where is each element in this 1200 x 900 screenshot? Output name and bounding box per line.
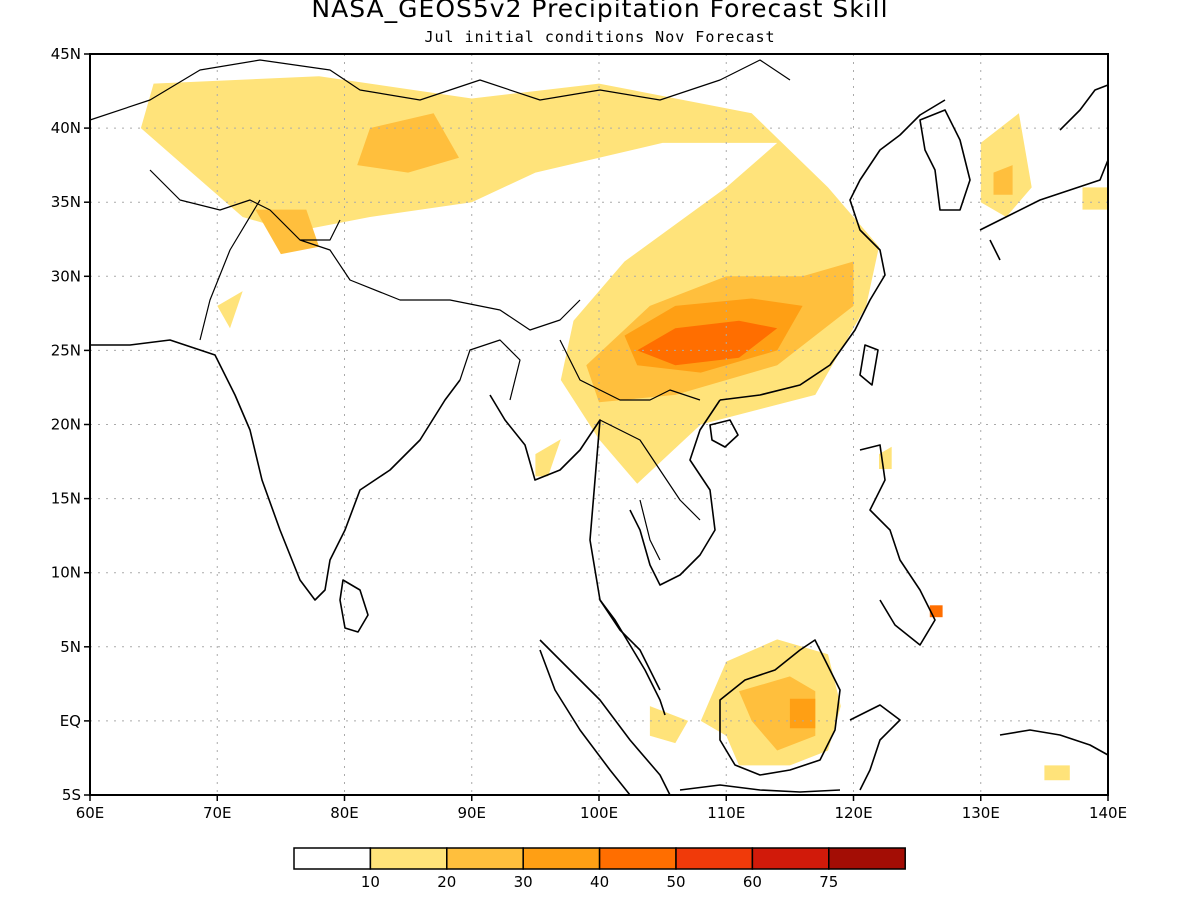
skill-region-level-1 — [649, 706, 689, 744]
lat-tick-label: 15N — [51, 490, 81, 508]
colorbar: 10 20 30 40 50 60 75 — [293, 847, 906, 891]
lon-tick-label: 140E — [1089, 804, 1127, 822]
colorbar-label: 60 — [743, 873, 762, 891]
sulawesi-coastline — [849, 704, 901, 791]
colorbar-swatch — [369, 847, 448, 870]
lat-tick-label: 5S — [62, 786, 81, 804]
philippines-coastline — [859, 444, 936, 646]
lon-tick-label: 90E — [457, 804, 486, 822]
chart-title: NASA_GEOS5v2 Precipitation Forecast Skil… — [311, 0, 889, 23]
lat-tick-label: 10N — [51, 564, 81, 582]
borneo-coastline — [719, 639, 841, 776]
country-borders — [89, 59, 791, 561]
lon-tick-label: 100E — [580, 804, 618, 822]
skill-region-level-3 — [789, 698, 816, 729]
sri-lanka-coastline — [339, 579, 369, 633]
lon-tick-label: 70E — [203, 804, 232, 822]
new-guinea-coastline — [999, 729, 1109, 756]
coastlines — [89, 59, 1109, 796]
korea-coastline — [919, 109, 971, 211]
chart-subtitle: Jul initial conditions Nov Forecast — [424, 28, 776, 46]
lat-tick-label: 5N — [60, 638, 81, 656]
lat-tick-label: 40N — [51, 119, 81, 137]
lat-tick-label: 20N — [51, 416, 81, 434]
skill-region-level-1 — [535, 439, 561, 477]
colorbar-swatch — [598, 847, 677, 870]
skill-region-level-1 — [980, 113, 1032, 217]
java-coastline — [679, 784, 841, 793]
skill-region-level-2 — [255, 209, 320, 255]
sumatra-coastline — [539, 639, 671, 796]
hainan-coastline — [709, 419, 739, 448]
colorbar-label: 20 — [437, 873, 456, 891]
skill-region-level-2 — [993, 165, 1013, 195]
colorbar-swatch — [751, 847, 830, 870]
lat-tick-label: 45N — [51, 45, 81, 63]
lon-tick-label: 80E — [330, 804, 359, 822]
colorbar-swatch — [293, 847, 372, 870]
skill-fill-layer — [140, 76, 1108, 781]
colorbar-swatch — [446, 847, 524, 870]
skill-region-level-4 — [637, 320, 778, 366]
india-coastline — [90, 339, 461, 601]
colorbar-swatch — [675, 847, 754, 870]
skill-region-level-2 — [739, 676, 816, 751]
skill-region-level-1 — [1082, 187, 1108, 210]
skill-region-level-2 — [357, 113, 459, 173]
colorbar-swatch — [828, 847, 906, 870]
colorbar-label: 75 — [819, 873, 838, 891]
indochina-coastline — [629, 399, 721, 586]
lat-tick-label: 35N — [51, 193, 81, 211]
skill-region-level-1 — [217, 291, 243, 329]
china-coastline — [719, 99, 946, 401]
lat-tick-label: 30N — [51, 267, 81, 285]
colorbar-label: 40 — [590, 873, 609, 891]
lon-tick-label: 130E — [962, 804, 1000, 822]
lat-tick-label: 25N — [51, 341, 81, 359]
graticule — [90, 54, 1108, 795]
lon-tick-label: 110E — [707, 804, 745, 822]
skill-region-level-1 — [1044, 765, 1070, 781]
japan-coastline — [979, 84, 1109, 261]
lat-tick-label: EQ — [60, 712, 81, 730]
colorbar-swatch — [522, 847, 601, 870]
malay-peninsula-coastline — [599, 599, 666, 716]
lon-tick-label: 120E — [834, 804, 872, 822]
lon-tick-label: 60E — [76, 804, 105, 822]
skill-region-level-4 — [929, 605, 943, 618]
colorbar-label: 10 — [361, 873, 380, 891]
colorbar-label: 50 — [666, 873, 685, 891]
taiwan-coastline — [859, 344, 879, 386]
colorbar-label: 30 — [514, 873, 533, 891]
